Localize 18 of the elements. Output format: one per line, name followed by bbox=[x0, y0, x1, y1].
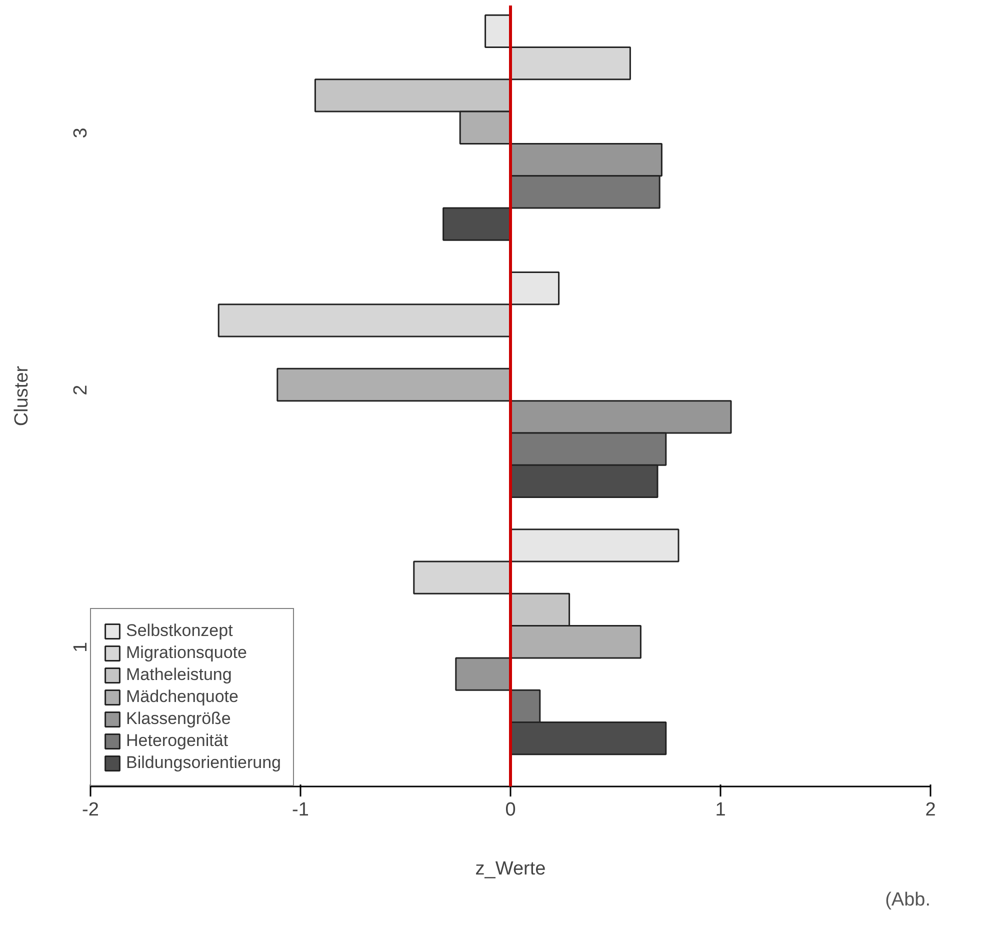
x-tick-label: 1 bbox=[715, 800, 726, 820]
x-tick-label: -2 bbox=[82, 800, 99, 820]
legend-label: Matheleistung bbox=[126, 665, 232, 685]
legend-label: Klassengröße bbox=[126, 709, 231, 729]
legend-label: Bildungsorientierung bbox=[126, 753, 281, 773]
x-tick-label: -1 bbox=[292, 800, 309, 820]
y-axis-title: Cluster bbox=[12, 365, 32, 426]
legend-label: Heterogenität bbox=[126, 731, 228, 751]
text: (Abb. bbox=[885, 890, 931, 910]
x-axis-title: z_Werte bbox=[475, 858, 546, 880]
legend-label: Selbstkonzept bbox=[126, 621, 233, 641]
legend-label: Mädchenquote bbox=[126, 687, 238, 707]
y-tick-label: 1 bbox=[70, 642, 92, 652]
legend-label: Migrationsquote bbox=[126, 643, 247, 663]
x-tick-label: 0 bbox=[505, 800, 516, 820]
y-tick-label: 3 bbox=[70, 128, 92, 138]
x-tick-label: 2 bbox=[925, 800, 936, 820]
y-tick-label: 2 bbox=[70, 384, 92, 396]
